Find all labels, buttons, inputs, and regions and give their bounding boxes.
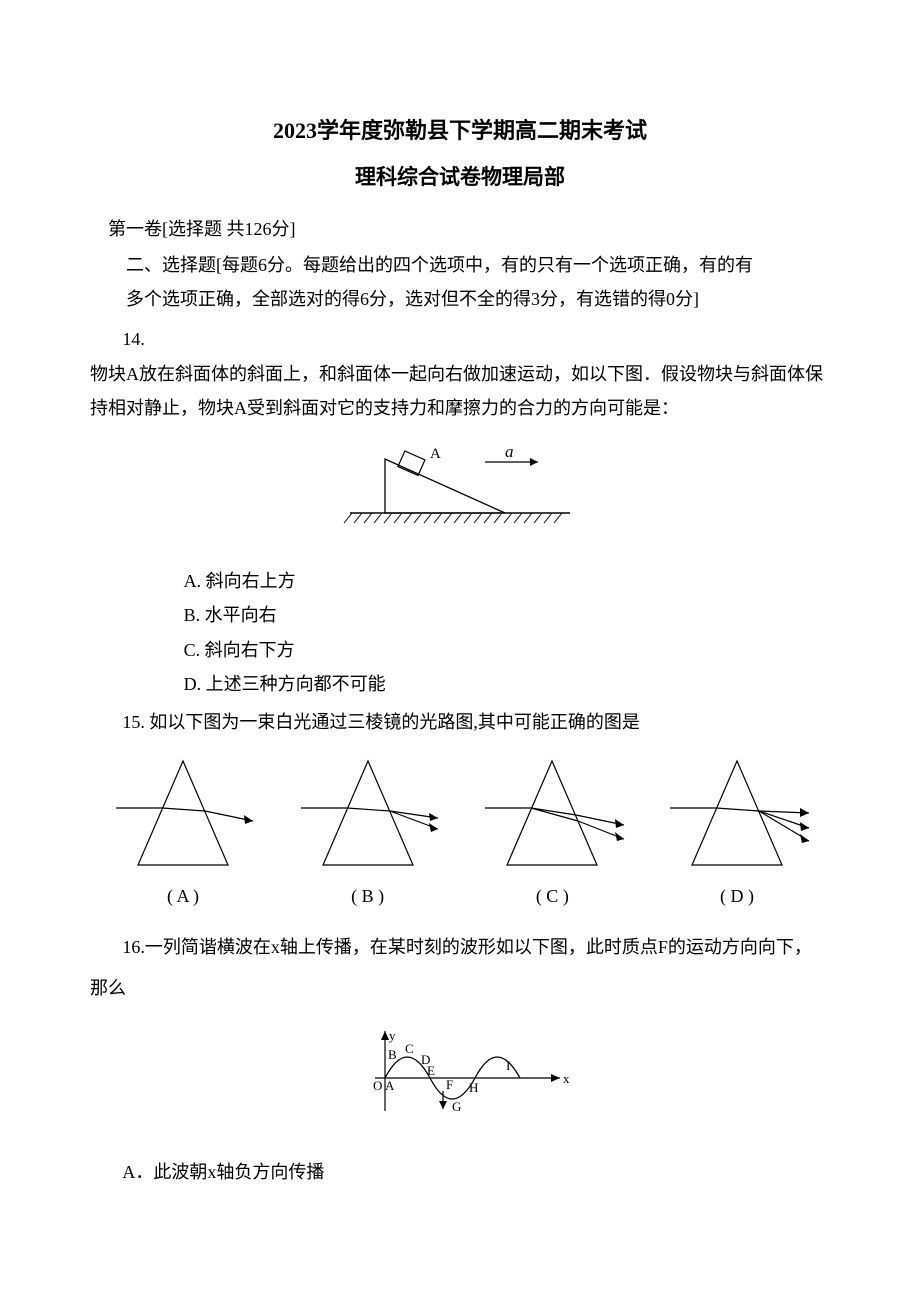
- q16-pt-C: C: [405, 1041, 414, 1056]
- q14-option-D: D. 上述三种方向都不可能: [184, 667, 830, 701]
- q16-origin: O: [373, 1078, 382, 1093]
- q14-option-B: B. 水平向右: [184, 598, 830, 632]
- q15-text: 15. 如以下图为一束白光通过三棱镜的光路图,其中可能正确的图是: [90, 705, 830, 739]
- q15-labels: ( A ) ( B ) ( C ) ( D ): [90, 879, 830, 913]
- q16-pt-I: I: [506, 1058, 510, 1073]
- instruction-line1: 二、选择题[每题6分。每题给出的四个选项中，有的只有一个选项正确，有的有: [126, 248, 830, 282]
- section-instruction: 二、选择题[每题6分。每题给出的四个选项中，有的只有一个选项正确，有的有 多个选…: [90, 248, 830, 316]
- q16-pt-H: H: [469, 1080, 478, 1095]
- q14-label-A: A: [430, 446, 441, 462]
- q15-prism-B: [293, 753, 443, 873]
- q16-pt-G: G: [452, 1099, 461, 1114]
- q14-option-C: C. 斜向右下方: [184, 633, 830, 667]
- exam-title: 2023学年度弥勒县下学期高二期末考试: [90, 110, 830, 152]
- q16-axis-y: y: [389, 1028, 396, 1043]
- q14-number: 14.: [90, 322, 830, 356]
- q15-label-C: ( C ): [477, 879, 627, 913]
- q15-prism-A: [108, 753, 258, 873]
- q16-option-A: A．此波朝x轴负方向传播: [90, 1155, 830, 1189]
- q15-figure-row: [90, 753, 830, 873]
- q16-figure: y x O A B C D E F G H I: [90, 1023, 830, 1134]
- q15-prism-D: [662, 753, 812, 873]
- q15-prism-C: [477, 753, 627, 873]
- q15-label-A: ( A ): [108, 879, 258, 913]
- volume-label: 第一卷[选择题 共126分]: [90, 212, 830, 246]
- q16-text-line2: 那么: [90, 971, 830, 1005]
- instruction-line2: 多个选项正确，全部选对的得6分，选对但不全的得3分，有选错的得0分]: [126, 282, 830, 316]
- q14-text: 物块A放在斜面体的斜面上，和斜面体一起向右做加速运动，如以下图．假设物块与斜面体…: [90, 358, 830, 425]
- q14-figure: A a: [90, 443, 830, 544]
- q16-pt-B: B: [388, 1047, 397, 1062]
- q15-label-B: ( B ): [293, 879, 443, 913]
- q14-options: A. 斜向右上方 B. 水平向右 C. 斜向右下方 D. 上述三种方向都不可能: [90, 564, 830, 701]
- q14-option-A: A. 斜向右上方: [184, 564, 830, 598]
- exam-subtitle: 理科综合试卷物理局部: [90, 158, 830, 198]
- q16-pt-E: E: [427, 1063, 435, 1078]
- q14-label-a: a: [505, 443, 514, 461]
- q16-pt-F: F: [446, 1077, 453, 1092]
- q16-text-line1: 16.一列简谐横波在x轴上传播，在某时刻的波形如以下图，此时质点F的运动方向向下…: [90, 929, 830, 967]
- q16-pt-A: A: [385, 1078, 395, 1093]
- q16-axis-x: x: [563, 1071, 570, 1086]
- q15-label-D: ( D ): [662, 879, 812, 913]
